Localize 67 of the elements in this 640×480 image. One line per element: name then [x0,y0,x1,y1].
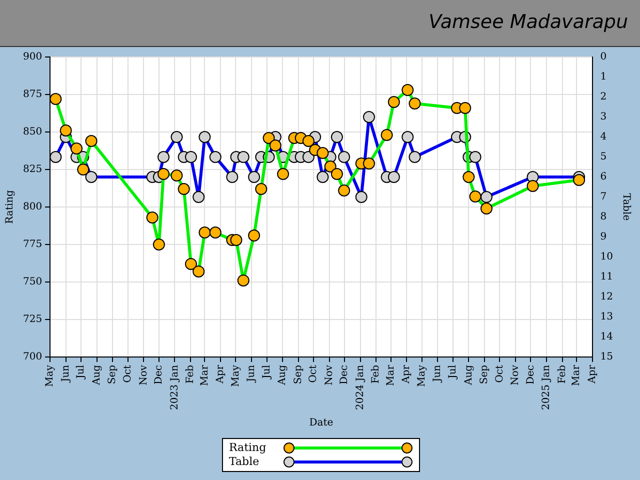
x-tick-label: 2023 Jan [169,364,180,410]
y-tick-label: 900 [22,52,42,63]
y-tick-label: 775 [22,239,42,250]
x-tick-label: Feb [556,364,568,384]
x-tick-label: 2025 Jan [541,364,552,410]
x-tick-label: Sep [107,364,118,384]
y2-tick-label: 1 [600,72,607,83]
x-tick-label: Jun [60,364,72,383]
y2-tick-label: 0 [600,52,607,63]
y2-tick-label: 13 [600,312,614,323]
x-tick-label: Nov [510,364,522,386]
y2-tick-label: 11 [600,272,614,283]
y2-tick-label: 10 [600,252,614,263]
x-tick-label: May [230,364,242,387]
x-tick-label: Feb [185,364,196,384]
x-tick-label: Apr [401,364,412,384]
y2-tick-label: 12 [600,292,614,303]
x-tick-label: Oct [494,364,506,383]
x-tick-label: Nov [138,364,150,386]
y2-tick-label: 6 [600,172,607,183]
x-tick-label: Sep [292,364,304,384]
x-tick-label: Jul [261,364,272,380]
x-tick-label: Nov [324,364,335,386]
y-tick-label: 875 [22,89,42,100]
chart-title: Vamsee Madavarapu [428,11,628,33]
legend-label: Table [229,455,260,469]
x-tick-label: Dec [525,364,536,385]
x-tick-label: May [44,364,56,387]
y2-tick-label: 2 [600,92,607,103]
x-tick-label: Dec [154,364,165,385]
x-axis-title: Date [309,418,334,429]
y2-tick-label: 15 [600,352,614,363]
x-tick-label: Aug [463,364,474,386]
x-tick-label: Jul [448,364,459,380]
y2-tick-label: 9 [600,232,607,243]
x-tick-label: Sep [479,364,490,384]
x-tick-label: 2024 Jan [354,364,366,410]
x-tick-label: Mar [385,364,396,386]
y-tick-label: 850 [22,126,42,138]
x-tick-label: Apr [586,364,598,384]
y2-tick-label: 3 [600,112,607,123]
y-tick-label: 750 [22,276,42,288]
x-tick-label: Mar [571,364,582,386]
x-tick-label: Aug [91,364,102,386]
y-tick-label: 725 [22,314,42,326]
x-tick-label: Mar [199,364,210,386]
x-tick-label: Oct [122,364,134,383]
y2-tick-label: 7 [600,192,607,203]
x-tick-label: Jul [76,364,87,380]
y2-tick-label: 4 [600,132,607,143]
y2-tick-label: 8 [600,212,607,223]
y2-axis-title: Table [620,193,632,221]
y2-tick-label: 14 [600,332,614,343]
legend-label: Rating [229,441,268,455]
y-tick-label: 700 [22,352,42,363]
x-tick-label: Aug [277,364,288,386]
x-tick-label: Oct [308,364,320,383]
x-tick-label: Dec [339,364,350,385]
y2-tick-label: 5 [600,152,607,163]
x-tick-label: Jun [432,364,444,383]
x-tick-label: Feb [370,364,382,384]
x-tick-label: Jun [246,364,258,383]
x-tick-label: May [416,364,428,387]
x-tick-label: Apr [215,364,226,384]
y-axis-title: Rating [4,189,16,224]
y-tick-label: 825 [22,164,42,176]
y-tick-label: 800 [22,202,42,213]
